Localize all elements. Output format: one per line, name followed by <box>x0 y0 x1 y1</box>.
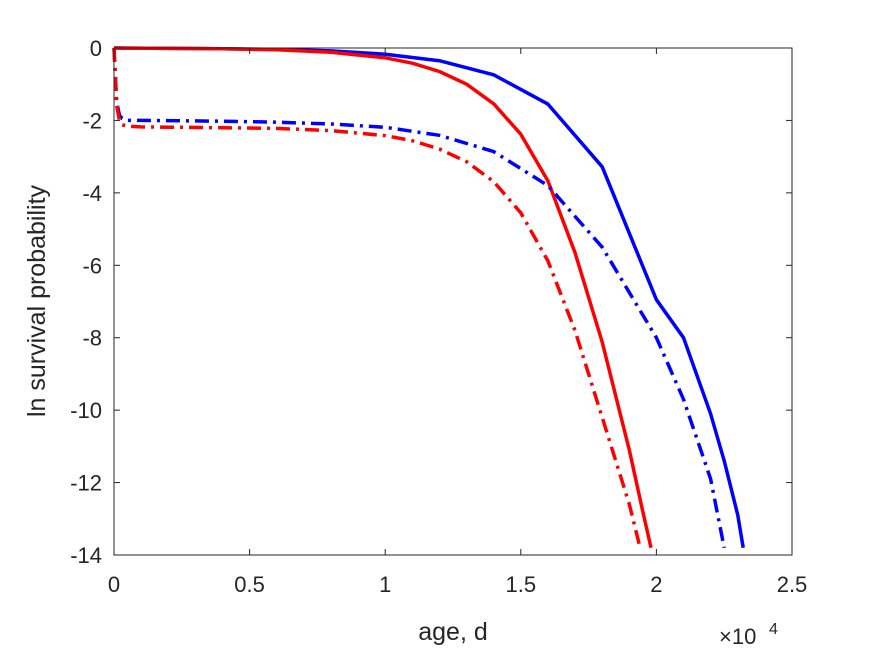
series-line-3 <box>112 47 726 549</box>
y-tick-label-2: -4 <box>82 181 102 206</box>
ticks-layer <box>113 47 793 556</box>
tick-labels-layer: 0 0.5 1 1.5 2 2.5 0 -2 -4 -6 -8 -10 -12 -14 <box>70 36 807 597</box>
x-tick-label-1: 0.5 <box>234 572 265 597</box>
x-tick-label-3: 1.5 <box>506 572 537 597</box>
plot-frame <box>113 47 793 556</box>
x-tick-label-2: 1 <box>379 572 391 597</box>
plot-area <box>114 48 792 555</box>
series-line-2 <box>113 46 653 549</box>
y-tick-label-1: -2 <box>82 108 102 133</box>
x-tick-label-4: 2 <box>650 572 662 597</box>
y-tick-label-4: -8 <box>82 326 102 351</box>
y-tick-label-7: -14 <box>70 543 102 568</box>
y-tick-label-6: -12 <box>70 471 102 496</box>
y-axis-label: ln survival probability <box>23 184 51 417</box>
y-tick-label-5: -10 <box>70 398 102 423</box>
y-tick-label-0: 0 <box>90 36 102 61</box>
x-exponent-power: 4 <box>769 621 778 638</box>
x-axis-exponent: ×10 4 <box>719 621 778 649</box>
x-tick-label-5: 2.5 <box>777 572 808 597</box>
y-tick-label-3: -6 <box>82 253 102 278</box>
x-tick-label-0: 0 <box>108 572 120 597</box>
x-exponent-base: ×10 <box>719 624 756 649</box>
series-line-4 <box>112 47 642 549</box>
x-axis-label: age, d <box>418 618 488 646</box>
